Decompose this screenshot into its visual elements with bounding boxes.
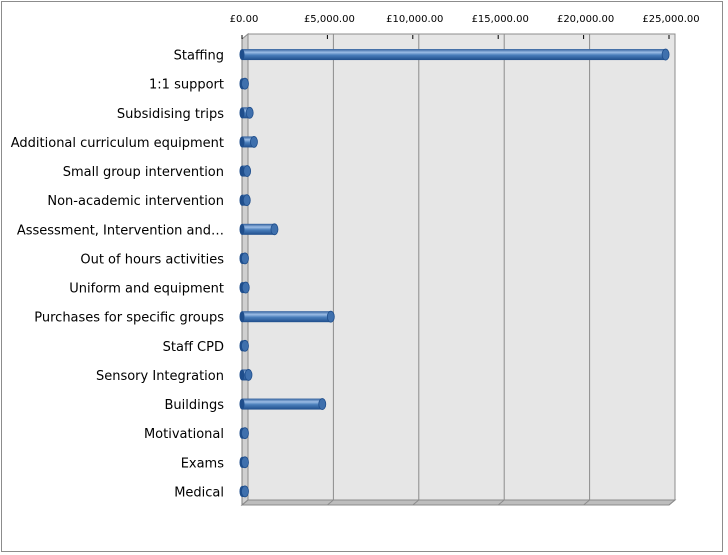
category-label: Assessment, Intervention and… (17, 223, 224, 238)
category-label: Subsidising trips (117, 107, 224, 122)
x-tick-label: £20,000.00 (557, 14, 614, 25)
category-label: 1:1 support (149, 78, 224, 93)
bar-body (242, 49, 666, 61)
bar (239, 456, 249, 469)
bar-cap-end (241, 427, 249, 440)
category-label: Motivational (144, 427, 224, 442)
category-label: Medical (174, 485, 224, 500)
gridline-floor (412, 499, 420, 506)
bar (239, 106, 254, 119)
bar (239, 136, 258, 148)
gridline-floor (497, 499, 505, 506)
category-label: Uniform and equipment (69, 282, 224, 297)
bar-body (242, 311, 331, 323)
bar-cap-start (239, 398, 245, 410)
bar-cap-end (241, 456, 249, 469)
bar-cap-end (241, 252, 249, 265)
category-label: Additional curriculum equipment (11, 136, 224, 151)
bar (239, 194, 251, 207)
bar-cap-end (270, 223, 279, 236)
bar (239, 485, 249, 498)
bar-cap-start (239, 49, 245, 61)
bar (239, 252, 249, 265)
category-label: Small group intervention (63, 165, 224, 180)
gridline-floor (668, 499, 676, 506)
bar-cap-end (241, 339, 249, 352)
bar (239, 48, 670, 61)
category-label: Staffing (174, 49, 224, 64)
gridline-floor (241, 499, 249, 506)
category-label: Non-academic intervention (47, 194, 224, 209)
category-label: Exams (181, 456, 225, 471)
bar-cap-end (661, 48, 670, 61)
category-label: Buildings (164, 398, 224, 413)
bar-cap-start (239, 107, 245, 119)
bar-cap-end (245, 106, 254, 119)
bar (239, 165, 252, 177)
bar-cap-end (326, 310, 335, 323)
bar-cap-start (239, 223, 245, 235)
category-label: Purchases for specific groups (34, 311, 224, 326)
bar (239, 77, 249, 90)
bar (239, 223, 279, 236)
bar-cap-start (239, 136, 245, 148)
bar-cap-start (239, 311, 245, 323)
bar-cap-start (239, 369, 245, 381)
bar-body (242, 136, 254, 148)
bar-body (242, 223, 275, 235)
bar-cap-end (241, 485, 249, 498)
x-tick-label: £15,000.00 (472, 14, 529, 25)
bar-cap-end (241, 77, 249, 90)
plot-floor (240, 499, 677, 506)
x-axis-tick-labels: £0.00 £5,000.00 £10,000.00 £15,000.00 £20,00… (230, 14, 700, 25)
gridline-floor (327, 499, 334, 506)
bars (239, 48, 670, 498)
bar-cap-end (243, 165, 252, 177)
gridlines (241, 34, 676, 506)
x-tick-label: £10,000.00 (386, 14, 443, 25)
bar (239, 427, 249, 440)
bar (239, 310, 335, 323)
bar-cap-start (239, 194, 245, 206)
x-tick-label: £0.00 (230, 14, 259, 25)
gridline-floor (583, 499, 590, 506)
bar (239, 398, 327, 410)
plot-back-wall (247, 33, 676, 501)
bar (239, 339, 249, 352)
category-label: Staff CPD (163, 340, 224, 355)
bar-cap-end (242, 194, 251, 207)
bar-cap-end (241, 281, 250, 294)
category-label: Sensory Integration (96, 369, 224, 384)
bar-cap-start (239, 165, 245, 177)
x-tick-label: £25,000.00 (642, 14, 699, 25)
bar-cap-end (244, 369, 253, 381)
bar (239, 369, 253, 381)
category-labels: Staffing 1:1 support Subsidising trips Addi… (11, 49, 224, 501)
bar-body (242, 398, 323, 410)
plot-area (240, 32, 677, 507)
bar (239, 281, 250, 294)
bar-cap-end (250, 136, 258, 148)
bar-cap-end (318, 398, 327, 410)
x-tick-label: £5,000.00 (304, 14, 355, 25)
category-label: Out of hours activities (80, 252, 224, 267)
